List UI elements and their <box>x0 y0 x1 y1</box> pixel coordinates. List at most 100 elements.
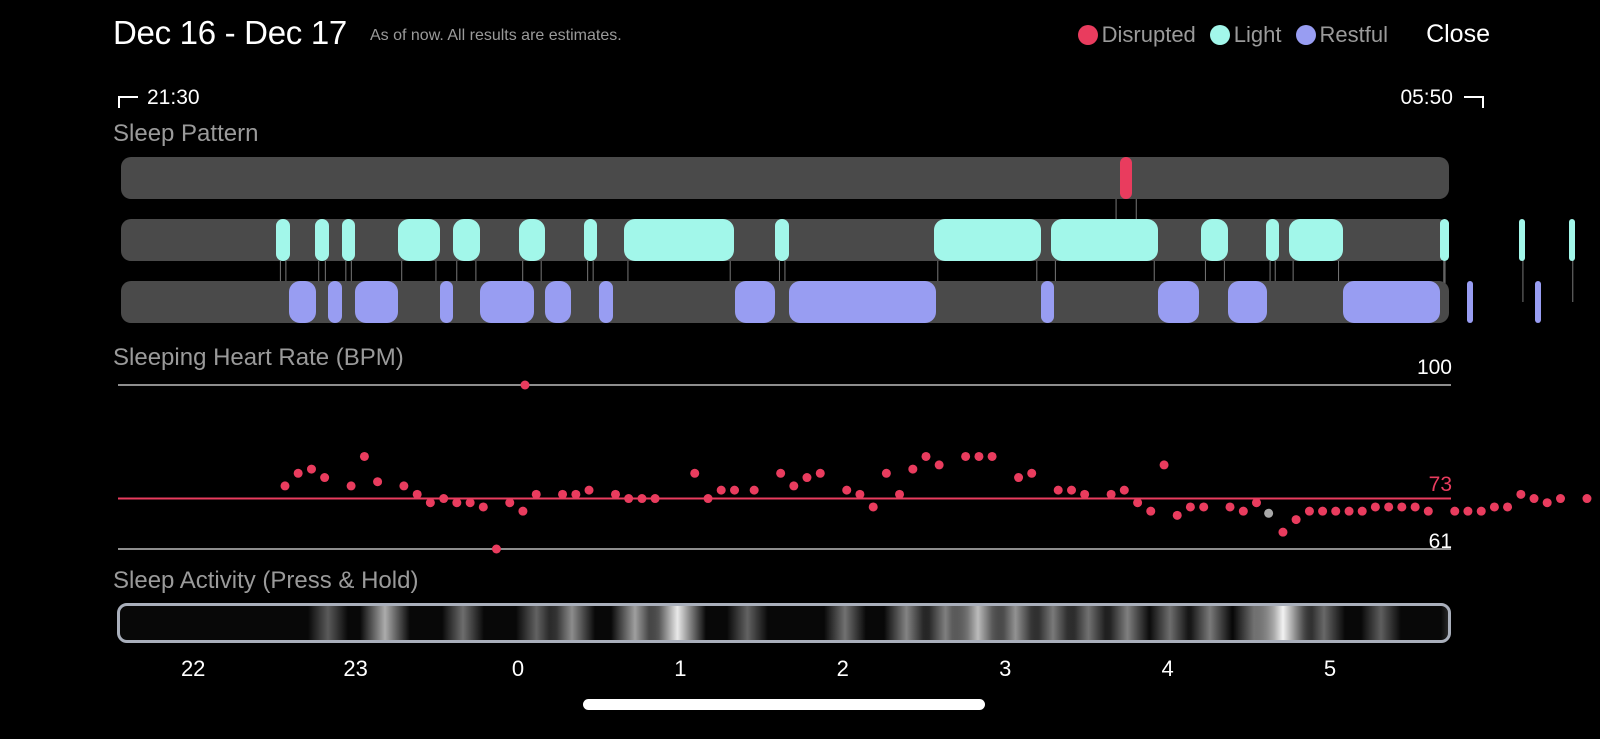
hr-point <box>1251 498 1261 508</box>
disrupted-track <box>121 157 1449 199</box>
light-segment <box>933 219 1041 261</box>
hr-point <box>1516 489 1526 499</box>
hr-point <box>452 498 462 508</box>
activity-peak <box>308 606 349 640</box>
restful-segment <box>289 281 317 323</box>
estimate-note: As of now. All results are estimates. <box>370 27 622 44</box>
hr-point-gray <box>1264 508 1274 518</box>
restful-segment <box>355 281 398 323</box>
light-dot-icon <box>1209 25 1230 45</box>
hr-point <box>1529 494 1539 504</box>
light-segment <box>276 219 290 261</box>
hr-point <box>1463 506 1473 516</box>
hr-point <box>439 494 449 504</box>
hr-point <box>908 464 918 474</box>
hr-point <box>1106 489 1116 499</box>
activity-peak <box>823 606 867 640</box>
hr-point <box>373 477 383 487</box>
hr-point <box>637 494 647 504</box>
activity-peak <box>884 606 929 640</box>
activity-peak <box>1148 606 1191 640</box>
restful-segment <box>327 281 342 323</box>
hr-point <box>571 489 581 499</box>
hr-point <box>280 481 290 491</box>
hr-point <box>815 468 825 478</box>
restful-segment <box>545 281 571 323</box>
restful-segment <box>599 281 613 323</box>
hr-point <box>921 451 931 461</box>
hr-point-outlier <box>520 380 530 390</box>
hr-point <box>1172 510 1182 520</box>
hr-point <box>1225 502 1235 512</box>
hr-point <box>1331 506 1341 516</box>
hr-point <box>1199 502 1209 512</box>
legend-item-light: Light <box>1209 22 1282 48</box>
sleep-activity-bar[interactable] <box>117 603 1451 643</box>
light-segment <box>1051 219 1159 261</box>
disrupted-segment <box>1120 157 1133 199</box>
hr-point <box>478 502 488 512</box>
light-segment <box>583 219 598 261</box>
hr-point <box>1014 473 1024 483</box>
hr-point <box>346 481 356 491</box>
hr-point <box>1159 460 1169 470</box>
hr-point <box>584 485 594 495</box>
hr-point <box>789 481 799 491</box>
hr-point <box>1489 502 1499 512</box>
restful-segment <box>1040 281 1055 323</box>
restful-dot-icon <box>1295 25 1316 45</box>
x-tick-label: 22 <box>180 656 206 681</box>
activity-peak <box>442 606 485 640</box>
light-segment <box>1439 219 1449 261</box>
light-segment <box>314 219 330 261</box>
legend: Disrupted Light Restful <box>1077 22 1388 48</box>
light-segment <box>397 219 440 261</box>
hr-point <box>1397 502 1407 512</box>
start-time-label: 21:30 <box>147 86 200 109</box>
hr-point <box>650 494 660 504</box>
hr-point <box>1080 489 1090 499</box>
x-tick-label: 3 <box>999 656 1012 681</box>
home-indicator[interactable] <box>583 699 985 710</box>
hr-point <box>359 451 369 461</box>
hr-point <box>1027 468 1037 478</box>
hr-point <box>1344 506 1354 516</box>
x-tick-label: 4 <box>1161 656 1174 681</box>
hr-point <box>749 485 759 495</box>
hr-point <box>1384 502 1394 512</box>
light-segment <box>341 219 356 261</box>
hr-point <box>412 489 422 499</box>
hr-point <box>624 494 634 504</box>
page-title: Dec 16 - Dec 17 <box>113 14 347 51</box>
hr-point <box>895 489 905 499</box>
activity-peak <box>1105 606 1150 640</box>
activity-peak <box>1303 606 1345 640</box>
hr-point <box>1318 506 1328 516</box>
hr-point <box>1278 527 1288 537</box>
activity-peak <box>1067 606 1110 640</box>
activity-peak <box>1441 606 1448 640</box>
hr-point <box>1410 502 1420 512</box>
hr-point <box>1119 485 1129 495</box>
hr-point <box>293 468 303 478</box>
light-segment <box>518 219 546 261</box>
hr-point <box>1503 502 1513 512</box>
hr-point <box>1238 506 1248 516</box>
hr-point <box>1476 506 1486 516</box>
light-segment <box>1518 219 1525 261</box>
close-button[interactable]: Close <box>1426 20 1490 48</box>
hr-point <box>505 498 515 508</box>
light-segment <box>775 219 789 261</box>
sleep-pattern-label: Sleep Pattern <box>113 120 259 147</box>
x-tick-label: 0 <box>511 656 525 681</box>
hr-point <box>1133 498 1143 508</box>
light-segment <box>1568 219 1575 261</box>
hr-point <box>491 544 501 554</box>
hr-point <box>690 468 700 478</box>
hr-point <box>1146 506 1156 516</box>
hr-point <box>703 494 713 504</box>
hr-point <box>1185 502 1195 512</box>
hr-point <box>425 498 435 508</box>
legend-label-light: Light <box>1233 22 1282 47</box>
hr-point <box>974 451 984 461</box>
